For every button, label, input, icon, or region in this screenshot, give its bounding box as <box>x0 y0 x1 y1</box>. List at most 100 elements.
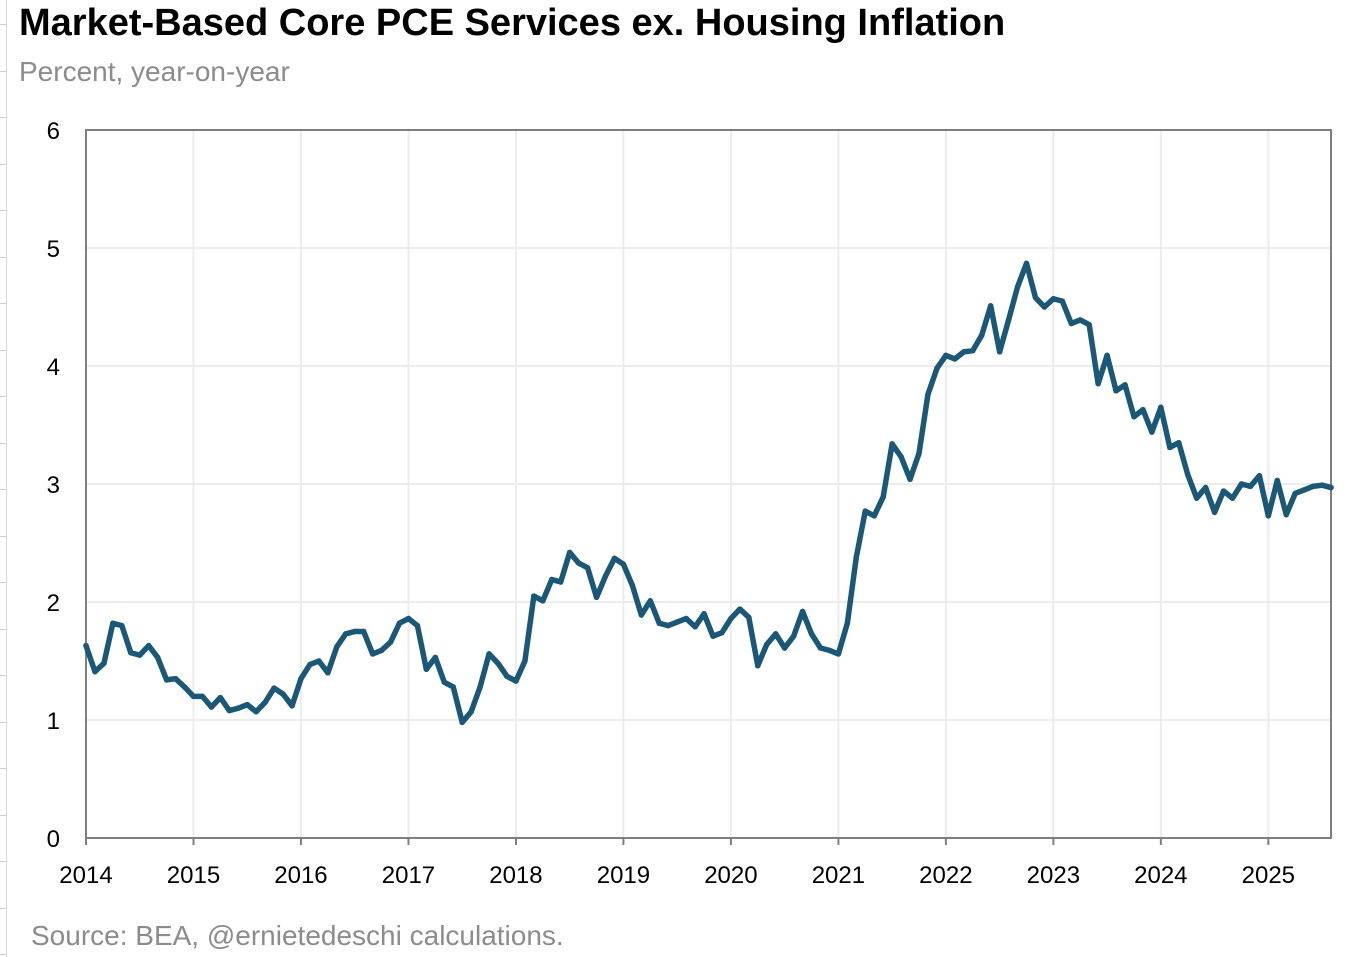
data-point <box>405 615 412 622</box>
edge-tick <box>0 815 6 816</box>
data-point <box>199 693 206 700</box>
data-point <box>307 661 313 668</box>
data-point <box>504 673 510 680</box>
data-point <box>602 573 609 579</box>
data-point <box>1292 490 1298 497</box>
edge-tick <box>0 396 6 397</box>
data-point <box>996 349 1003 355</box>
x-tick-label: 2021 <box>812 862 865 889</box>
data-point <box>781 645 788 651</box>
data-point <box>862 508 869 514</box>
data-point <box>1274 477 1281 484</box>
data-point <box>387 639 394 645</box>
data-point <box>978 332 985 339</box>
chart-subtitle: Percent, year-on-year <box>19 56 290 87</box>
x-tick-label: 2020 <box>704 862 757 889</box>
data-point <box>1247 483 1254 490</box>
data-point <box>1310 483 1316 490</box>
data-point <box>1059 298 1066 304</box>
data-point <box>289 703 295 709</box>
data-point <box>790 633 797 639</box>
x-tick-label: 2016 <box>274 862 327 889</box>
gridlines <box>86 130 1331 838</box>
data-point <box>1328 484 1334 491</box>
plot-frame <box>85 129 1332 839</box>
data-point <box>136 652 143 658</box>
data-point <box>755 662 761 669</box>
data-point <box>629 582 636 589</box>
edge-tick <box>0 768 6 769</box>
data-point <box>163 677 170 683</box>
data-point <box>378 647 385 654</box>
left-edge-rule <box>0 0 7 957</box>
data-point <box>746 614 752 621</box>
data-point <box>1265 513 1272 519</box>
data-point <box>1077 317 1083 323</box>
data-point <box>1131 413 1137 420</box>
data-point <box>343 631 349 637</box>
data-point <box>432 654 439 661</box>
data-point <box>835 651 842 657</box>
data-point <box>719 629 725 636</box>
edge-tick <box>0 24 6 25</box>
data-point <box>638 612 645 618</box>
data-point <box>692 624 698 630</box>
x-tick-label: 2022 <box>919 862 972 889</box>
data-point <box>92 668 98 675</box>
data-point <box>1122 382 1128 388</box>
data-point <box>190 693 197 700</box>
data-point <box>970 347 976 354</box>
edge-tick <box>0 582 6 583</box>
data-point <box>1220 488 1227 494</box>
y-tick-label: 0 <box>47 826 60 853</box>
data-point <box>244 701 250 708</box>
data-point <box>83 642 89 649</box>
data-point <box>1229 495 1236 501</box>
y-tick-label: 2 <box>47 590 60 617</box>
data-point <box>593 594 600 601</box>
x-tick-label: 2018 <box>489 862 542 889</box>
series-line <box>83 260 1334 726</box>
data-point <box>772 631 779 637</box>
data-point <box>119 622 125 629</box>
data-point <box>1238 481 1245 487</box>
data-point <box>369 651 376 657</box>
data-point <box>737 606 743 612</box>
edge-tick <box>0 164 6 165</box>
data-point <box>1050 295 1057 302</box>
data-point <box>566 549 573 556</box>
edge-tick <box>0 257 6 258</box>
data-point <box>235 705 242 711</box>
y-tick-label: 3 <box>47 472 60 499</box>
data-point <box>575 560 582 566</box>
data-point <box>486 651 492 657</box>
data-point <box>477 684 483 690</box>
data-point <box>584 565 591 571</box>
data-point <box>880 494 886 500</box>
edge-tick <box>0 350 6 351</box>
data-point <box>128 649 134 656</box>
data-point <box>1113 388 1119 394</box>
data-point <box>351 628 358 635</box>
data-point <box>298 675 304 682</box>
data-point <box>1095 380 1101 387</box>
x-axis-tick-labels: 2014 2015 2016 2017 2018 2019 2020 2021 2022 2023… <box>59 862 1295 889</box>
data-point <box>360 628 367 635</box>
data-point <box>396 620 403 626</box>
y-tick-label: 6 <box>47 118 60 145</box>
data-point <box>987 303 994 309</box>
data-point <box>145 642 152 649</box>
data-point <box>925 391 931 398</box>
y-tick-label: 5 <box>47 236 60 263</box>
edge-tick <box>0 303 6 304</box>
data-point <box>763 641 770 648</box>
data-point <box>459 719 465 726</box>
data-point <box>101 660 107 667</box>
data-point <box>1202 484 1209 491</box>
data-point <box>665 622 671 629</box>
data-point <box>826 647 833 654</box>
data-point <box>656 620 662 626</box>
x-tick-label: 2025 <box>1242 862 1295 889</box>
data-point <box>817 645 824 651</box>
